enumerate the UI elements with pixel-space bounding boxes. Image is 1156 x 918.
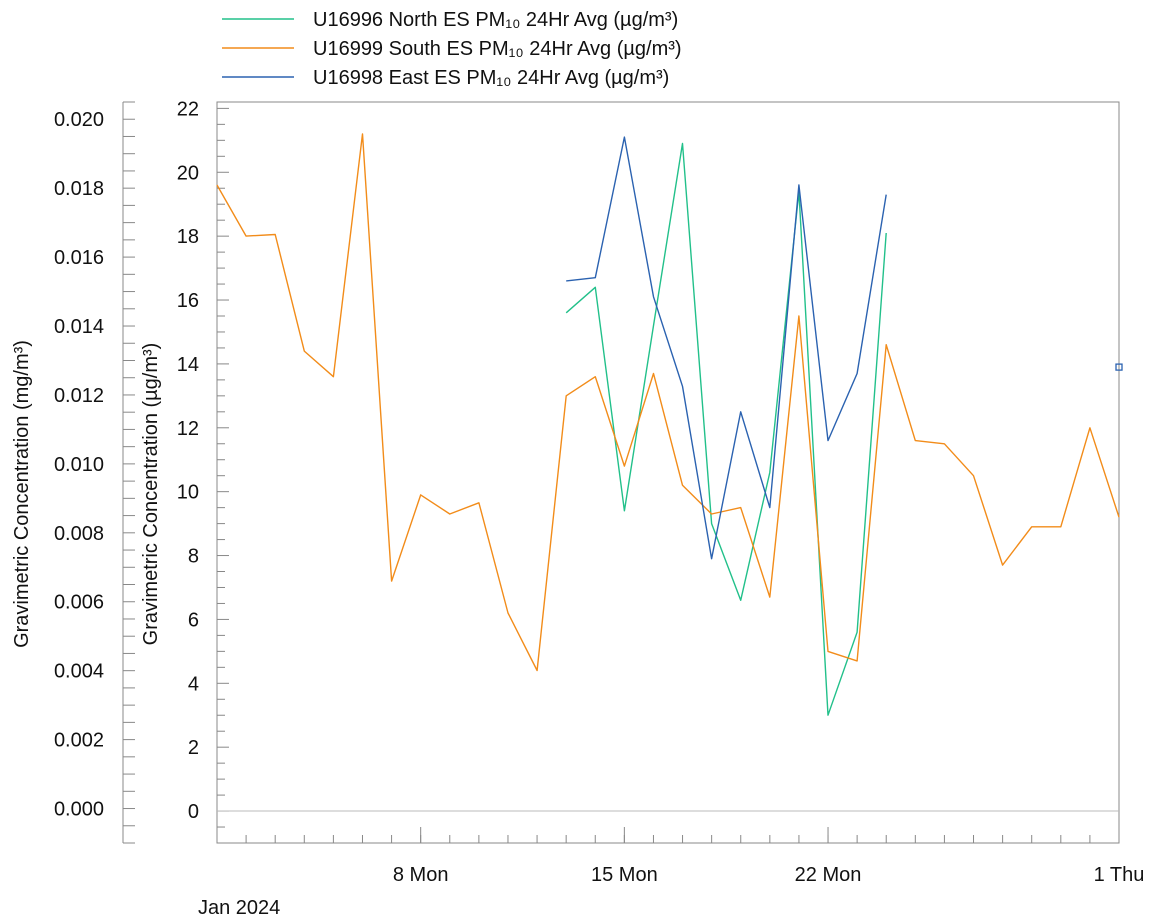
- right-axis-tick-label: 20: [177, 162, 199, 184]
- right-axis-tick-label: 6: [188, 609, 199, 631]
- right-axis-tick-label: 22: [177, 98, 199, 120]
- left-axis-tick-label: 0.002: [54, 730, 104, 752]
- left-y-axis: 0.000 0.002 0.004 0.006 0.008 0.010 0.012 0.014…: [54, 101, 135, 844]
- series-line-2: [216, 133, 1120, 672]
- left-axis-tick-label: 0.008: [54, 523, 104, 545]
- x-axis-tick-label: 1 Thu: [1094, 864, 1145, 886]
- left-axis-title: Gravimetric Concentration (mg/m³): [11, 340, 33, 648]
- right-axis-title: Gravimetric Concentration (µg/m³): [140, 343, 162, 646]
- x-axis: 8 Mon 15 Mon 22 Mon 1 Thu: [216, 827, 1145, 886]
- left-axis-tick-label: 0.014: [54, 316, 104, 338]
- right-axis-tick-label: 8: [188, 546, 199, 568]
- right-axis-tick-label: 10: [177, 482, 199, 504]
- series-line-3: [566, 136, 887, 560]
- left-axis-tick-label: 0.004: [54, 661, 104, 683]
- legend: U16996 North ES PM₁₀ 24Hr Avg (µg/m³) U16…: [222, 9, 682, 89]
- series-layer: [216, 133, 1123, 716]
- left-axis-tick-label: 0.020: [54, 109, 104, 131]
- left-axis-tick-label: 0.010: [54, 454, 104, 476]
- legend-label-1: U16996 North ES PM₁₀ 24Hr Avg (µg/m³): [313, 9, 678, 31]
- right-axis-tick-label: 2: [188, 737, 199, 759]
- left-axis-tick-label: 0.018: [54, 178, 104, 200]
- x-axis-tick-label: 15 Mon: [591, 864, 658, 886]
- series-line-1: [565, 142, 887, 716]
- left-axis-tick-label: 0.016: [54, 247, 104, 269]
- right-axis-tick-label: 12: [177, 418, 199, 440]
- right-y-axis: 0 2 4 6 8 10 12 14 16 18 20 22: [177, 98, 229, 844]
- legend-label-3: U16998 East ES PM₁₀ 24Hr Avg (µg/m³): [313, 67, 669, 89]
- x-month-label: Jan 2024: [198, 897, 280, 918]
- x-axis-tick-label: 22 Mon: [795, 864, 862, 886]
- right-axis-tick-label: 0: [188, 801, 199, 823]
- left-axis-tick-label: 0.000: [54, 799, 104, 821]
- series-point-3: [1115, 363, 1123, 371]
- right-axis-tick-label: 14: [177, 354, 199, 376]
- right-axis-tick-label: 18: [177, 226, 199, 248]
- plot-frame: [216, 101, 1120, 844]
- left-axis-tick-label: 0.012: [54, 385, 104, 407]
- right-axis-tick-label: 4: [188, 673, 199, 695]
- left-axis-tick-label: 0.006: [54, 592, 104, 614]
- right-axis-tick-label: 16: [177, 290, 199, 312]
- legend-label-2: U16999 South ES PM₁₀ 24Hr Avg (µg/m³): [313, 38, 682, 60]
- x-axis-tick-label: 8 Mon: [393, 864, 449, 886]
